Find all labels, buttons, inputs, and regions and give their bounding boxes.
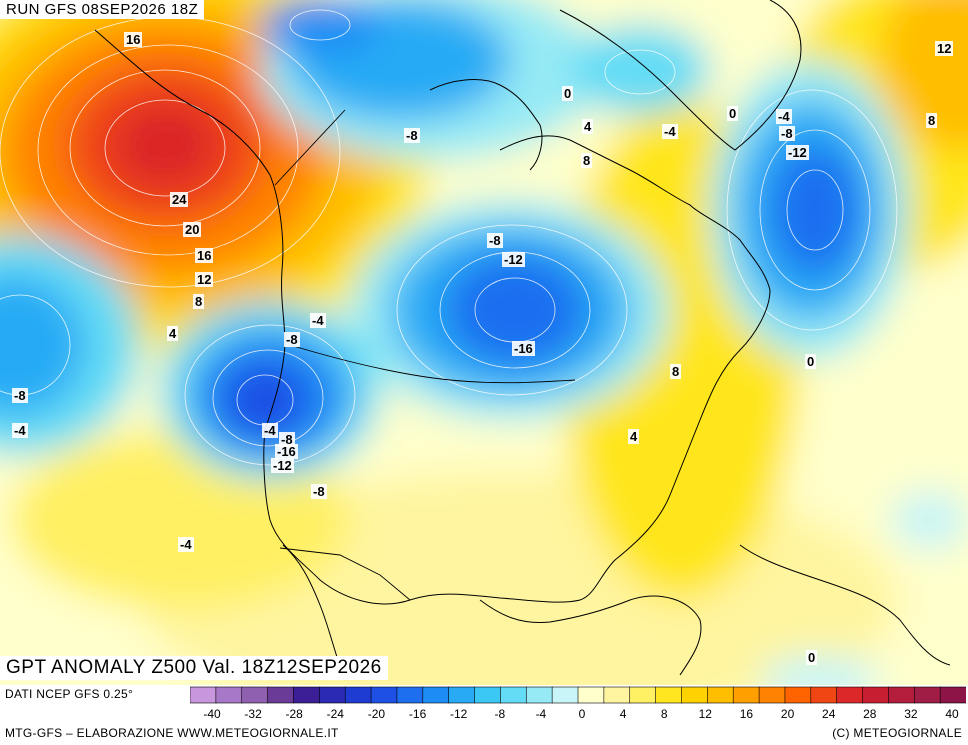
- colorbar-tick-label: 8: [661, 707, 668, 721]
- contour-label: 4: [628, 429, 640, 444]
- colorbar-swatch: [500, 686, 528, 704]
- colorbar-tick-label: 16: [740, 707, 754, 721]
- contour-label: -8: [284, 332, 300, 347]
- colorbar-swatch: [732, 686, 760, 704]
- contour-label: -4: [662, 124, 678, 139]
- contour-label: 4: [167, 326, 179, 341]
- contour-label: 8: [926, 113, 938, 128]
- colorbar-tick-label: 12: [699, 707, 713, 721]
- colorbar-swatch: [629, 686, 657, 704]
- contour-label: 16: [195, 248, 214, 263]
- anomaly-map: [0, 0, 968, 685]
- colorbar-tick-label: 4: [620, 707, 627, 721]
- contour-label: 16: [124, 32, 143, 47]
- anomaly-fill: [0, 0, 968, 685]
- credit-left: MTG-GFS – ELABORAZIONE WWW.METEOGIORNALE…: [5, 726, 339, 740]
- contour-label: -8: [487, 233, 503, 248]
- colorbar-swatch: [448, 686, 476, 704]
- contour-lines: [0, 9, 898, 466]
- contour-label: -8: [404, 128, 420, 143]
- colorbar-swatch: [525, 686, 553, 704]
- colorbar-swatch: [681, 686, 709, 704]
- contour-label: 8: [670, 364, 682, 379]
- colorbar-swatch: [474, 686, 502, 704]
- contour-label: -8: [279, 432, 295, 447]
- colorbar-tick-label: 32: [904, 707, 918, 721]
- colorbar-tick-label: -16: [409, 707, 427, 721]
- colorbar-swatch: [758, 686, 786, 704]
- colorbar-tick-label: -12: [450, 707, 468, 721]
- credit-right: (C) METEOGIORNALE: [832, 726, 962, 740]
- colorbar-tick-label: -32: [244, 707, 262, 721]
- contour-label: 20: [183, 222, 202, 237]
- colorbar-tick-label: 40: [945, 707, 959, 721]
- contour-label: -4: [178, 537, 194, 552]
- colorbar-swatch: [370, 686, 398, 704]
- contour-label: -12: [271, 458, 294, 473]
- contour-label: 12: [195, 272, 214, 287]
- colorbar-swatch: [603, 686, 631, 704]
- colorbar-swatch: [215, 686, 243, 704]
- colorbar-swatch: [862, 686, 890, 704]
- contour-label: -12: [502, 252, 525, 267]
- footer: DATI NCEP GFS 0.25° -40 -32 -28 -24 -20 -16 -1…: [0, 685, 968, 745]
- colorbar-swatch: [836, 686, 864, 704]
- colorbar-tick-label: -24: [327, 707, 345, 721]
- contour-label: -12: [786, 145, 809, 160]
- colorbar-swatch: [551, 686, 579, 704]
- colorbar-swatch: [190, 686, 217, 704]
- colorbar-swatch: [707, 686, 735, 704]
- contour-label: -16: [275, 444, 298, 459]
- run-label: RUN GFS 08SEP2026 18Z: [0, 0, 205, 19]
- colorbar-swatch: [655, 686, 683, 704]
- colorbar-swatch: [577, 686, 605, 704]
- colorbar-tick-label: 0: [579, 707, 586, 721]
- contour-label: -4: [776, 109, 792, 124]
- colorbar-swatch: [319, 686, 347, 704]
- contour-label: -4: [310, 313, 326, 328]
- colorbar-swatch: [344, 686, 372, 704]
- colorbar-swatch: [888, 686, 916, 704]
- colorbar-swatch: [784, 686, 812, 704]
- contour-label: 8: [581, 153, 593, 168]
- contour-label: 8: [193, 294, 205, 309]
- colorbar-tick-label: -8: [494, 707, 505, 721]
- contour-label: -8: [311, 484, 327, 499]
- colorbar-swatch: [293, 686, 321, 704]
- colorbar-tick-label: -4: [536, 707, 547, 721]
- colorbar-swatch: [422, 686, 450, 704]
- contour-label: 0: [806, 650, 818, 665]
- contour-label: 0: [805, 354, 817, 369]
- colorbar-swatch: [913, 686, 941, 704]
- contour-label: -4: [12, 423, 28, 438]
- contour-label: -16: [512, 341, 535, 356]
- contour-label: -8: [779, 126, 795, 141]
- colorbar-tick-label: -40: [203, 707, 221, 721]
- colorbar-swatch: [267, 686, 295, 704]
- colorbar-tick-label: -20: [368, 707, 386, 721]
- source-note: DATI NCEP GFS 0.25°: [5, 687, 134, 701]
- map-title: GPT ANOMALY Z500 Val. 18Z12SEP2026: [0, 656, 388, 680]
- contour-label: 24: [170, 192, 189, 207]
- contour-label: -4: [262, 423, 278, 438]
- contour-label: -8: [12, 388, 28, 403]
- colorbar: -40 -32 -28 -24 -20 -16 -12 -8 -4 0 4 8 12 16 20 24 28 32…: [190, 686, 966, 721]
- colorbar-tick-label: 20: [781, 707, 795, 721]
- contour-label: 0: [562, 86, 574, 101]
- colorbar-tick-label: 28: [863, 707, 877, 721]
- colorbar-swatch: [396, 686, 424, 704]
- colorbar-swatch: [810, 686, 838, 704]
- colorbar-swatch: [241, 686, 269, 704]
- borders: [274, 109, 576, 601]
- contour-label: 4: [582, 119, 594, 134]
- map-canvas: [0, 0, 968, 685]
- colorbar-swatch: [939, 686, 966, 704]
- colorbar-tick-label: 24: [822, 707, 836, 721]
- contour-label: 0: [727, 106, 739, 121]
- contour-label: 12: [935, 41, 954, 56]
- colorbar-tick-label: -28: [286, 707, 304, 721]
